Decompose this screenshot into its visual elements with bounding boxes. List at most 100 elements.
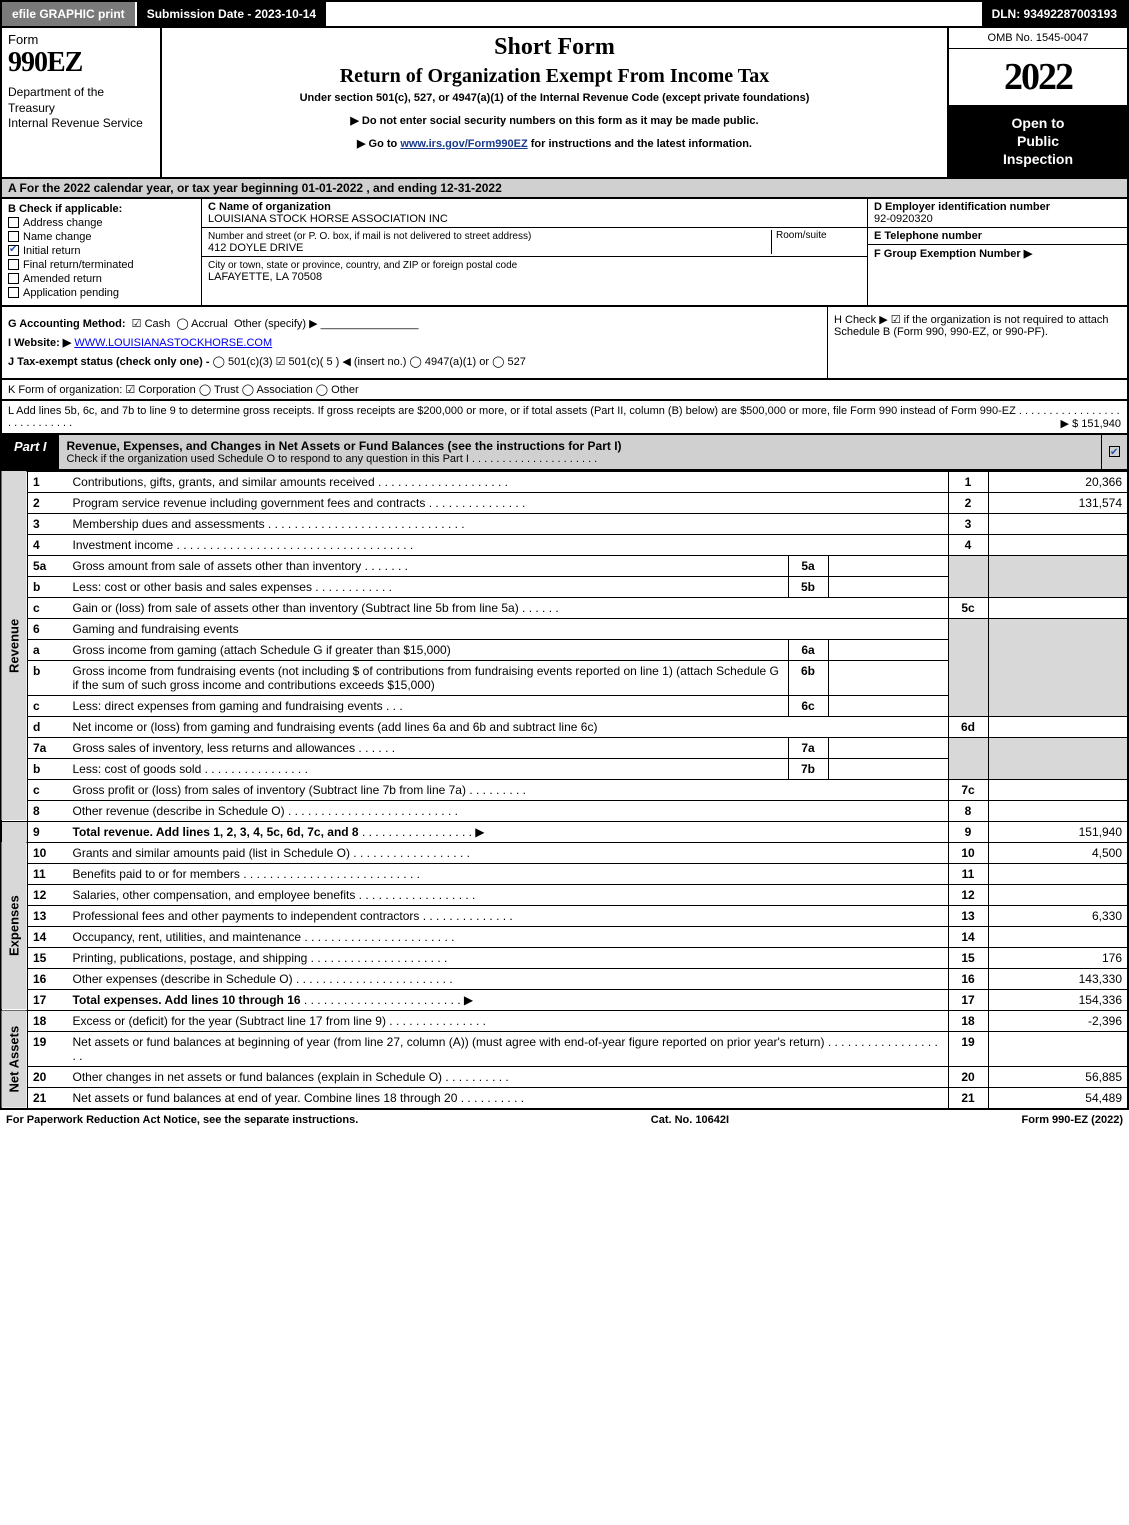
line-14-num: 14 — [28, 926, 68, 947]
line-16-val: 143,330 — [988, 968, 1128, 989]
line-2-box: 2 — [948, 492, 988, 513]
line-7a-num: 7a — [28, 737, 68, 758]
line-21-box: 21 — [948, 1087, 988, 1109]
netassets-side-label: Net Assets — [1, 1010, 28, 1109]
line-19-num: 19 — [28, 1031, 68, 1066]
line-6-num: 6 — [28, 618, 68, 639]
part1-tag: Part I — [2, 435, 59, 469]
line-1-box: 1 — [948, 471, 988, 492]
line-6d-desc: Net income or (loss) from gaming and fun… — [68, 716, 949, 737]
part1-table: Revenue 1 Contributions, gifts, grants, … — [0, 471, 1129, 1110]
line-5-grey-val — [988, 555, 1128, 597]
line-20-desc: Other changes in net assets or fund bala… — [73, 1070, 443, 1084]
line-14-val — [988, 926, 1128, 947]
line-6d-num: d — [28, 716, 68, 737]
row-l-text: L Add lines 5b, 6c, and 7b to line 9 to … — [8, 405, 1016, 417]
tax-exempt-row: J Tax-exempt status (check only one) - ◯… — [8, 355, 821, 368]
chk-label: Amended return — [23, 273, 102, 285]
city-label: City or town, state or province, country… — [208, 260, 517, 271]
line-18-num: 18 — [28, 1010, 68, 1031]
dln-label: DLN: 93492287003193 — [982, 2, 1127, 26]
line-5b-subbox: 5b — [788, 576, 828, 597]
line-20-box: 20 — [948, 1066, 988, 1087]
chk-application-pending[interactable]: Application pending — [8, 287, 195, 299]
revenue-side-label: Revenue — [1, 471, 28, 821]
chk-initial-return[interactable]: Initial return — [8, 245, 195, 257]
no-ssn-notice: ▶ Do not enter social security numbers o… — [172, 114, 937, 127]
line-5c-val — [988, 597, 1128, 618]
line-5b-desc: Less: cost or other basis and sales expe… — [73, 580, 312, 594]
group-exemption-label: F Group Exemption Number ▶ — [874, 248, 1032, 260]
website-link[interactable]: WWW.LOUISIANASTOCKHORSE.COM — [74, 337, 272, 349]
line-11-num: 11 — [28, 863, 68, 884]
chk-address-change[interactable]: Address change — [8, 217, 195, 229]
line-21-desc: Net assets or fund balances at end of ye… — [73, 1091, 458, 1105]
badge-line3: Inspection — [1003, 151, 1073, 167]
col-def: D Employer identification number 92-0920… — [867, 199, 1127, 305]
j-options: ◯ 501(c)(3) ☑ 501(c)( 5 ) ◀ (insert no.)… — [213, 356, 526, 368]
line-15-desc: Printing, publications, postage, and shi… — [73, 951, 308, 965]
col-b-header: B Check if applicable: — [8, 203, 195, 215]
line-5a-subbox: 5a — [788, 555, 828, 576]
title-block: Short Form Return of Organization Exempt… — [162, 28, 947, 177]
dept-text: Department of the Treasury — [8, 85, 104, 115]
accounting-method-row: G Accounting Method: ☑ Cash ◯ Accrual Ot… — [8, 317, 821, 330]
j-label: J Tax-exempt status (check only one) - — [8, 356, 210, 368]
omb-number: OMB No. 1545-0047 — [949, 28, 1127, 49]
goto-pre: ▶ Go to — [357, 138, 400, 150]
col-b-checkboxes: B Check if applicable: Address change Na… — [2, 199, 202, 305]
goto-link[interactable]: www.irs.gov/Form990EZ — [400, 138, 527, 150]
line-13-val: 6,330 — [988, 905, 1128, 926]
line-20-num: 20 — [28, 1066, 68, 1087]
line-15-num: 15 — [28, 947, 68, 968]
line-16-box: 16 — [948, 968, 988, 989]
line-10-box: 10 — [948, 842, 988, 863]
chk-final-return[interactable]: Final return/terminated — [8, 259, 195, 271]
form-header: Form 990EZ Department of the Treasury In… — [0, 28, 1129, 179]
line-4-box: 4 — [948, 534, 988, 555]
part1-title: Revenue, Expenses, and Changes in Net As… — [59, 435, 1101, 469]
line-5b-num: b — [28, 576, 68, 597]
line-18-desc: Excess or (deficit) for the year (Subtra… — [73, 1014, 386, 1028]
chk-amended-return[interactable]: Amended return — [8, 273, 195, 285]
line-10-val: 4,500 — [988, 842, 1128, 863]
line-4-desc: Investment income — [73, 538, 174, 552]
line-13-desc: Professional fees and other payments to … — [73, 909, 420, 923]
tel-label: E Telephone number — [874, 230, 982, 242]
line-11-box: 11 — [948, 863, 988, 884]
under-section: Under section 501(c), 527, or 4947(a)(1)… — [172, 92, 937, 104]
line-7b-subval — [828, 758, 948, 779]
line-7b-subbox: 7b — [788, 758, 828, 779]
section-bcdef: B Check if applicable: Address change Na… — [0, 199, 1129, 307]
line-1-num: 1 — [28, 471, 68, 492]
line-8-desc: Other revenue (describe in Schedule O) — [73, 804, 285, 818]
line-11-desc: Benefits paid to or for members — [73, 867, 240, 881]
line-19-val — [988, 1031, 1128, 1066]
org-address: 412 DOYLE DRIVE — [208, 242, 303, 254]
submission-date-button[interactable]: Submission Date - 2023-10-14 — [137, 2, 328, 26]
g-cash: Cash — [145, 318, 171, 330]
line-7-grey-box — [948, 737, 988, 779]
dept-treasury: Department of the Treasury Internal Reve… — [8, 85, 154, 132]
line-21-val: 54,489 — [988, 1087, 1128, 1109]
badge-line2: Public — [1017, 133, 1059, 149]
line-6-grey-val — [988, 618, 1128, 716]
name-label: C Name of organization — [208, 201, 331, 213]
line-6c-subbox: 6c — [788, 695, 828, 716]
row-l-gross-receipts: L Add lines 5b, 6c, and 7b to line 9 to … — [0, 401, 1129, 435]
page-footer: For Paperwork Reduction Act Notice, see … — [0, 1110, 1129, 1130]
h-check: H Check ▶ ☑ if the organization is not r… — [827, 307, 1127, 378]
footer-left: For Paperwork Reduction Act Notice, see … — [6, 1114, 358, 1126]
badge-line1: Open to — [1012, 115, 1065, 131]
line-6d-box: 6d — [948, 716, 988, 737]
efile-print-button[interactable]: efile GRAPHIC print — [2, 2, 137, 26]
line-9-side — [1, 821, 28, 842]
line-10-num: 10 — [28, 842, 68, 863]
part1-schedule-o-check[interactable] — [1101, 435, 1127, 469]
part1-subtitle: Check if the organization used Schedule … — [67, 453, 1093, 465]
chk-name-change[interactable]: Name change — [8, 231, 195, 243]
part1-sub-text: Check if the organization used Schedule … — [67, 453, 469, 465]
topbar: efile GRAPHIC print Submission Date - 20… — [0, 0, 1129, 28]
line-8-num: 8 — [28, 800, 68, 821]
g-other: Other (specify) ▶ — [234, 318, 318, 330]
